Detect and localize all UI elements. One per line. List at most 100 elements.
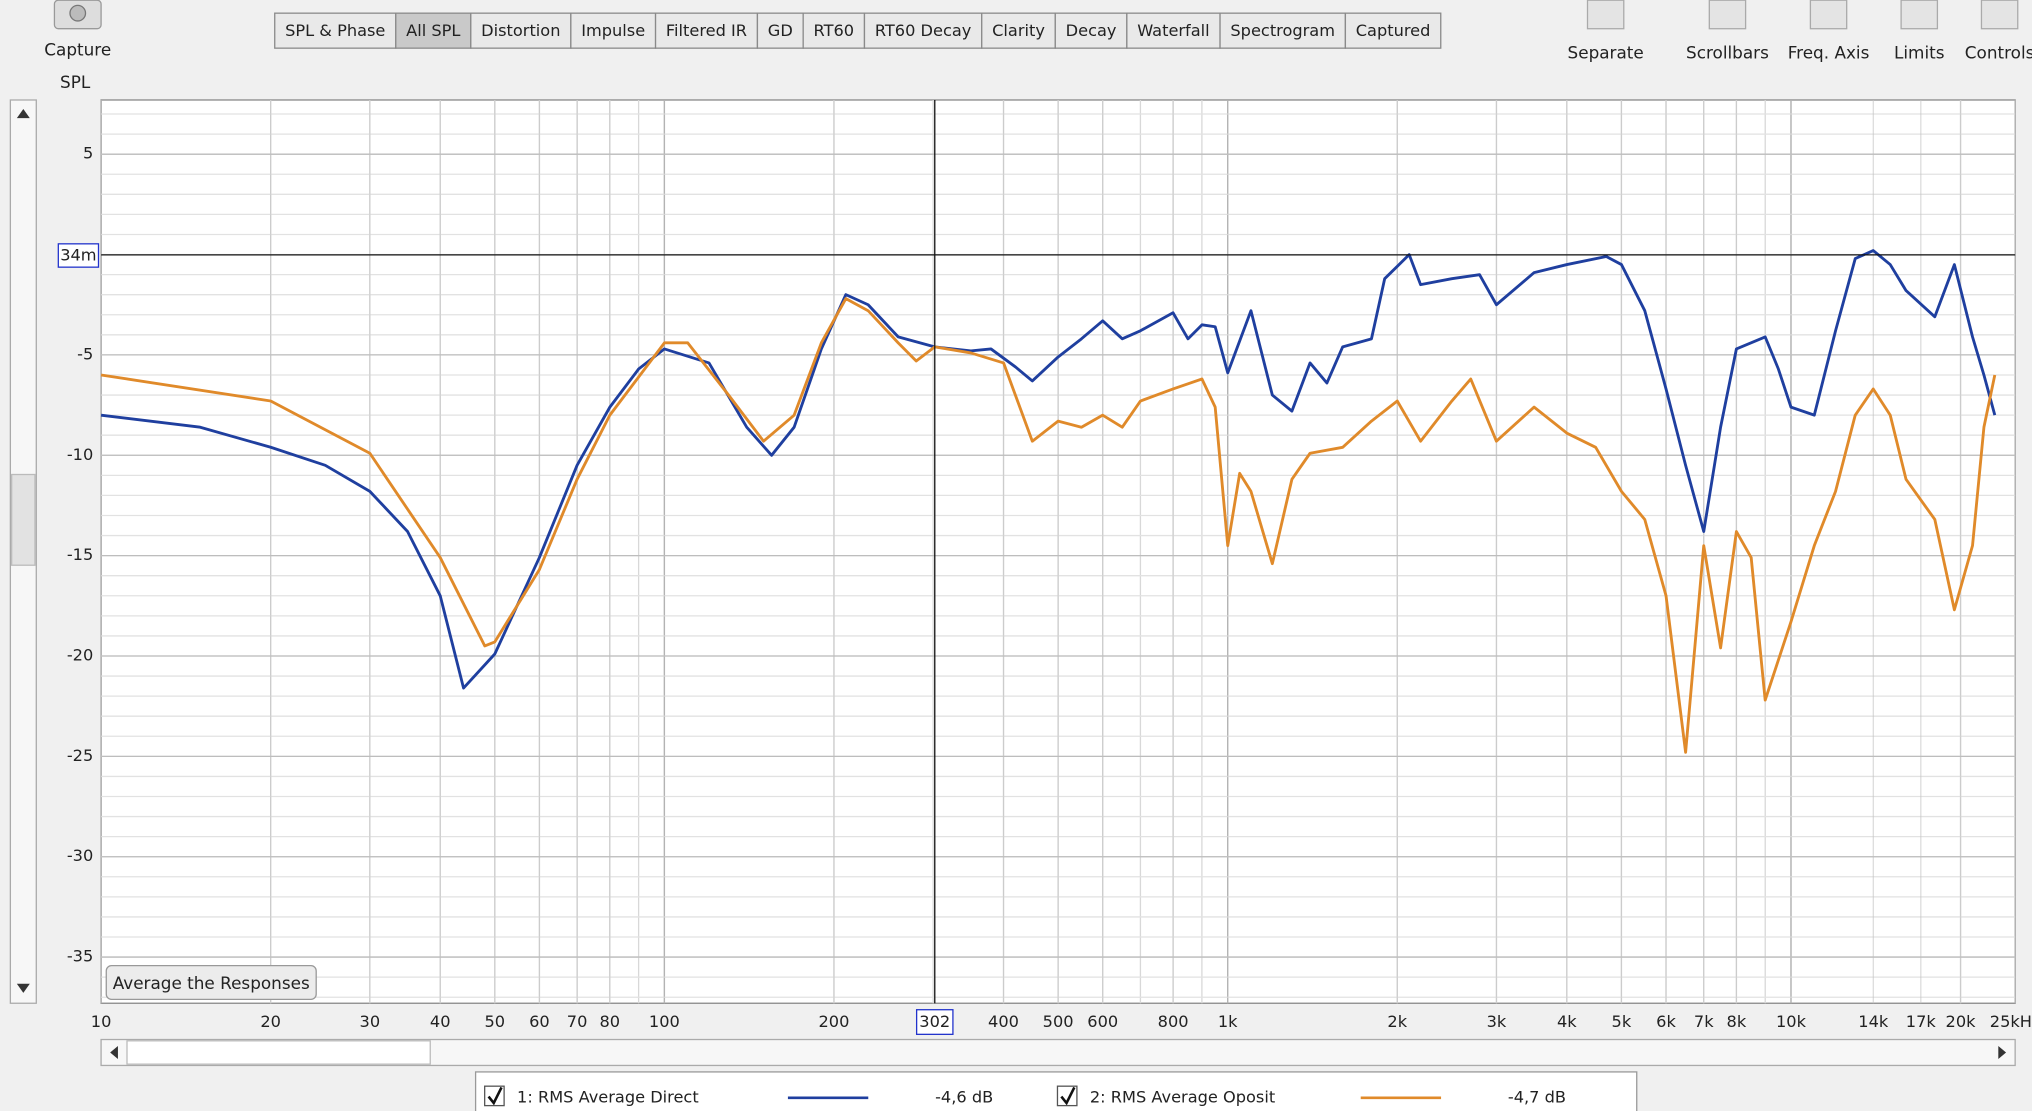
tab-label: Filtered IR	[666, 21, 747, 40]
tab-label: GD	[768, 21, 793, 40]
capture-label: Capture	[44, 40, 111, 60]
tab-label: Distortion	[481, 21, 560, 40]
average-button[interactable]: Average the Responses	[105, 965, 317, 1000]
x-tick-label: 2k	[1387, 1012, 1407, 1031]
x-tick-label: 14k	[1858, 1012, 1889, 1031]
tab-label: Captured	[1356, 21, 1431, 40]
y-tick-label: -25	[67, 746, 93, 765]
vertical-scrollbar[interactable]	[9, 99, 37, 1004]
y-tick-label: 5	[83, 144, 93, 163]
x-tick-label: 80	[599, 1012, 620, 1031]
response-line	[100, 249, 1997, 690]
tool-icon	[1980, 0, 2019, 30]
x-tick-label: 17k	[1906, 1012, 1937, 1031]
tab-background	[863, 12, 983, 49]
tool-label: Controls	[1965, 42, 2032, 62]
x-tick-label: 20	[260, 1012, 281, 1031]
x-tick-label: 8k	[1727, 1012, 1747, 1031]
tool-icon	[1900, 0, 1939, 30]
legend-check	[487, 1086, 503, 1106]
x-tick-label: 7k	[1694, 1012, 1714, 1031]
x-tick-label: 10k	[1776, 1012, 1807, 1031]
y-tick-label: -35	[67, 947, 93, 966]
x-tick-label: 600	[1087, 1012, 1118, 1031]
tab-background	[756, 12, 804, 49]
legend-box	[474, 1071, 1638, 1111]
y-tick-label: -20	[67, 645, 93, 664]
x-tick-label: 10	[91, 1012, 112, 1031]
y-axis-label: SPL	[60, 72, 91, 92]
tab[interactable]: All SPL	[395, 12, 472, 49]
tab-background	[570, 12, 657, 49]
plot	[100, 99, 2016, 1004]
tab-background	[981, 12, 1056, 49]
tab-label: Impulse	[581, 21, 645, 40]
tab-label: Spectrogram	[1230, 21, 1335, 40]
tab[interactable]: Filtered IR	[654, 12, 759, 49]
y-tick-label: -15	[67, 545, 93, 564]
tool-button[interactable]: Controls	[1965, 0, 2032, 62]
x-tick-label: 500	[1043, 1012, 1074, 1031]
x-tick-label: 6k	[1656, 1012, 1676, 1031]
tab-label: All SPL	[406, 21, 460, 40]
tab-label: Clarity	[992, 21, 1045, 40]
x-tick-label: 400	[988, 1012, 1019, 1031]
x-tick-label: 70	[567, 1012, 588, 1031]
cursor-y-box	[57, 243, 100, 268]
tab-background	[654, 12, 759, 49]
horizontal-scrollbar[interactable]	[100, 1038, 2016, 1067]
tab-bar: SPL & Phase All SPL Distortion Impulse Filte…	[274, 12, 1442, 49]
tab[interactable]: RT60 Decay	[863, 12, 983, 49]
x-tick-label: 200	[819, 1012, 850, 1031]
tool-button[interactable]: Separate	[1568, 0, 1644, 62]
tab-background	[395, 12, 472, 49]
tab[interactable]: Captured	[1344, 12, 1442, 49]
x-tick-label: 3k	[1487, 1012, 1507, 1031]
x-tick-label: 25kHz	[1990, 1012, 2032, 1031]
tool-label: Limits	[1894, 42, 1945, 62]
tab-label: RT60 Decay	[875, 21, 972, 40]
tab[interactable]: RT60	[802, 12, 866, 49]
legend-entry[interactable]: 1: RMS Average Direct -4,6 dB	[484, 1085, 994, 1106]
tab-background	[802, 12, 866, 49]
tab[interactable]: Decay	[1054, 12, 1128, 49]
tool-button[interactable]: Scrollbars	[1686, 0, 1769, 62]
tab-background	[274, 12, 397, 49]
tab-background	[1344, 12, 1442, 49]
tab-background	[1054, 12, 1128, 49]
x-tick-label: 60	[529, 1012, 550, 1031]
average-button-label: Average the Responses	[113, 973, 310, 993]
x-tick-label: 4k	[1557, 1012, 1577, 1031]
tool-button[interactable]: Limits	[1894, 0, 1945, 62]
tab[interactable]: SPL & Phase	[274, 12, 397, 49]
legend-check	[1060, 1086, 1076, 1106]
y-tick-label: -30	[67, 846, 93, 865]
capture-button[interactable]: Capture	[44, 0, 111, 60]
tab[interactable]: GD	[756, 12, 804, 49]
tool-icon	[1586, 0, 1625, 30]
tab[interactable]: Distortion	[470, 12, 572, 49]
tab-label: Decay	[1066, 21, 1117, 40]
x-tick-label: 100	[649, 1012, 680, 1031]
cursor-x-label: 302	[919, 1012, 950, 1031]
response-line	[100, 297, 1997, 754]
legend-label: 2: RMS Average Oposit	[1090, 1087, 1275, 1106]
tool-label: Scrollbars	[1686, 42, 1769, 62]
x-tick-label: 30	[360, 1012, 381, 1031]
tool-button[interactable]: Freq. Axis	[1788, 0, 1870, 62]
grid	[100, 99, 2016, 1004]
x-tick-label: 1k	[1218, 1012, 1238, 1031]
tab[interactable]: Waterfall	[1126, 12, 1221, 49]
x-tick-label: 5k	[1612, 1012, 1632, 1031]
legend-reading: -4,6 dB	[935, 1087, 993, 1106]
x-tick-label: 40	[430, 1012, 451, 1031]
legend-entry[interactable]: 2: RMS Average Oposit -4,7 dB	[1056, 1085, 1566, 1106]
tab[interactable]: Clarity	[981, 12, 1056, 49]
tab[interactable]: Spectrogram	[1219, 12, 1347, 49]
tool-icon	[1708, 0, 1747, 30]
cursor-y-label: 34m	[60, 246, 96, 265]
tab[interactable]: Impulse	[570, 12, 657, 49]
tab-label: RT60	[814, 21, 855, 40]
x-tick-label: 800	[1158, 1012, 1189, 1031]
